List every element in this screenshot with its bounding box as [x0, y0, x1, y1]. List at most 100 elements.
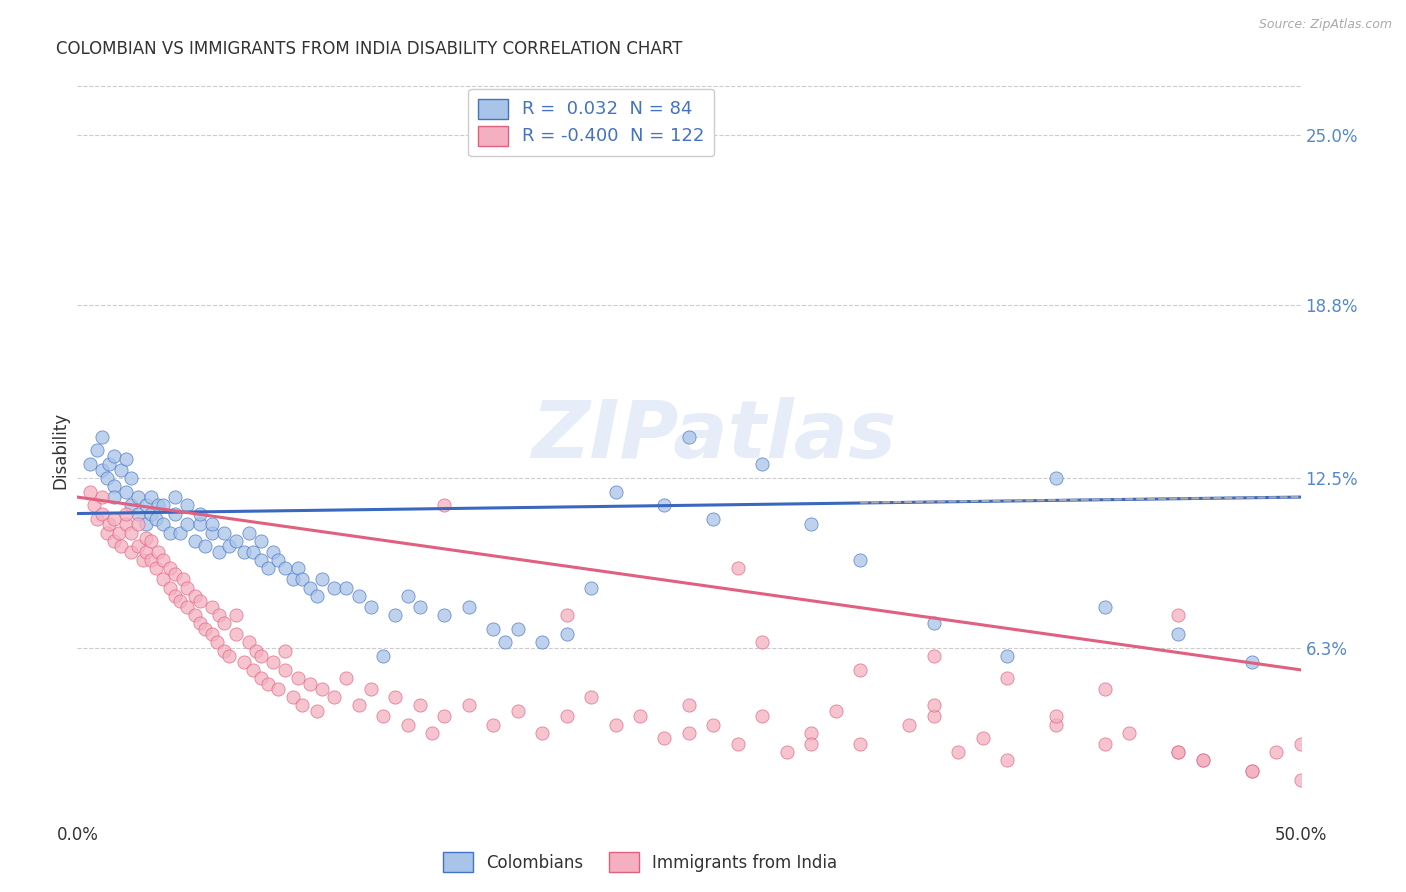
Point [79, 484, 101, 499]
Point [995, 649, 1018, 664]
Point [291, 572, 314, 586]
Point [128, 490, 150, 504]
Point [90, 430, 112, 444]
Point [232, 655, 254, 669]
Point [218, 649, 240, 664]
Point [995, 671, 1018, 685]
Point [307, 704, 329, 718]
Point [281, 572, 304, 586]
Point [193, 622, 215, 636]
Point [1240, 655, 1263, 669]
Point [281, 690, 304, 705]
Point [751, 635, 773, 649]
Point [751, 457, 773, 471]
Point [922, 698, 945, 713]
Point [103, 479, 125, 493]
Point [188, 616, 211, 631]
Point [205, 635, 228, 649]
Point [250, 533, 273, 548]
Point [165, 507, 187, 521]
Point [90, 463, 112, 477]
Point [139, 490, 162, 504]
Text: ZIPatlas: ZIPatlas [531, 397, 896, 475]
Point [654, 731, 676, 746]
Point [238, 635, 260, 649]
Point [946, 745, 969, 759]
Point [135, 517, 157, 532]
Point [605, 484, 627, 499]
Point [176, 599, 198, 614]
Point [628, 709, 651, 723]
Point [139, 553, 162, 567]
Point [1118, 726, 1140, 740]
Point [250, 649, 273, 664]
Point [1191, 753, 1213, 767]
Point [347, 698, 370, 713]
Point [409, 599, 432, 614]
Point [108, 525, 131, 540]
Point [103, 533, 125, 548]
Point [262, 655, 284, 669]
Point [201, 525, 224, 540]
Point [495, 635, 517, 649]
Point [128, 507, 150, 521]
Point [371, 709, 394, 723]
Point [225, 627, 247, 641]
Point [972, 731, 994, 746]
Point [776, 745, 799, 759]
Point [457, 599, 479, 614]
Point [995, 753, 1018, 767]
Point [506, 704, 529, 718]
Point [922, 709, 945, 723]
Point [86, 512, 108, 526]
Point [360, 599, 382, 614]
Point [188, 517, 211, 532]
Point [208, 607, 231, 622]
Point [678, 430, 700, 444]
Point [800, 726, 823, 740]
Point [201, 517, 224, 532]
Legend: Colombians, Immigrants from India: Colombians, Immigrants from India [436, 846, 844, 879]
Point [384, 607, 406, 622]
Point [103, 449, 125, 463]
Point [1240, 764, 1263, 779]
Point [396, 589, 419, 603]
Point [250, 671, 273, 685]
Point [238, 525, 260, 540]
Point [120, 525, 142, 540]
Point [103, 512, 125, 526]
Point [531, 726, 554, 740]
Point [678, 726, 700, 740]
Point [555, 607, 578, 622]
Point [579, 581, 602, 595]
Point [579, 690, 602, 705]
Point [335, 671, 357, 685]
Point [184, 589, 207, 603]
Point [139, 533, 162, 548]
Point [298, 676, 321, 690]
Point [242, 545, 264, 559]
Point [146, 498, 169, 512]
Point [409, 698, 432, 713]
Point [96, 471, 118, 485]
Text: Source: ZipAtlas.com: Source: ZipAtlas.com [1258, 18, 1392, 31]
Point [257, 561, 280, 575]
Point [800, 517, 823, 532]
Point [287, 561, 309, 575]
Point [1167, 745, 1189, 759]
Point [135, 498, 157, 512]
Point [184, 533, 207, 548]
Point [678, 698, 700, 713]
Point [298, 581, 321, 595]
Point [922, 616, 945, 631]
Point [135, 531, 157, 545]
Point [212, 616, 235, 631]
Point [152, 517, 174, 532]
Point [120, 545, 142, 559]
Point [922, 649, 945, 664]
Point [287, 671, 309, 685]
Point [245, 643, 267, 657]
Point [145, 561, 167, 575]
Point [115, 517, 138, 532]
Point [188, 594, 211, 608]
